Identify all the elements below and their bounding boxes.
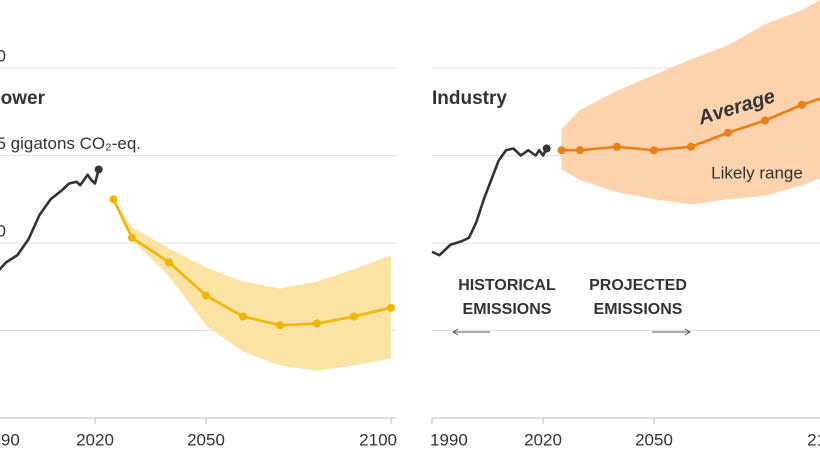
panel-1: 1990202020502100IndustryAverageLikely ra… [430, 0, 820, 449]
data-point [557, 146, 566, 155]
y-tick-label: 15 gigatons CO₂-eq. [0, 134, 141, 153]
likely-range-label: Likely range [711, 163, 803, 182]
data-point [239, 312, 247, 321]
arrow-head [452, 328, 459, 336]
data-point [165, 258, 173, 267]
data-point [202, 291, 210, 300]
data-point [128, 233, 136, 242]
x-tick-label: 2020 [524, 430, 562, 449]
y-tick-label: 20 [0, 46, 6, 65]
projected-label: EMISSIONS [594, 301, 683, 318]
panel-0: 051015 gigatons CO₂-eq.20199020202050210… [0, 46, 397, 449]
data-point [576, 146, 584, 155]
data-point [650, 146, 658, 155]
x-tick-label: 2050 [187, 430, 225, 449]
arrow-head [684, 328, 691, 336]
data-point [613, 142, 621, 151]
data-point [109, 195, 118, 204]
x-tick-label: 1990 [430, 430, 468, 449]
x-tick-label: 2100 [359, 430, 397, 449]
data-point [350, 312, 358, 321]
data-point [542, 144, 551, 153]
x-tick-label: 2100 [807, 430, 820, 449]
x-tick-label: 2020 [76, 430, 114, 449]
series-line [0, 169, 100, 272]
data-point [761, 116, 769, 125]
likely-range-band [113, 199, 391, 371]
projected-label: PROJECTED [589, 277, 687, 294]
panel-title: Power [0, 88, 46, 109]
data-point [313, 319, 321, 328]
series-line [431, 147, 548, 257]
historical-label: EMISSIONS [463, 301, 552, 318]
x-tick-label: 2050 [635, 430, 673, 449]
likely-range-band [561, 0, 820, 205]
data-point [94, 165, 103, 174]
data-point [387, 303, 395, 312]
data-point [687, 142, 695, 151]
data-point [276, 321, 284, 330]
y-tick-label: 10 [0, 221, 6, 240]
data-point [724, 128, 732, 137]
panel-title: Industry [432, 88, 507, 109]
data-point [798, 100, 806, 109]
x-tick-label: 1990 [0, 430, 20, 449]
historical-label: HISTORICAL [458, 277, 556, 294]
